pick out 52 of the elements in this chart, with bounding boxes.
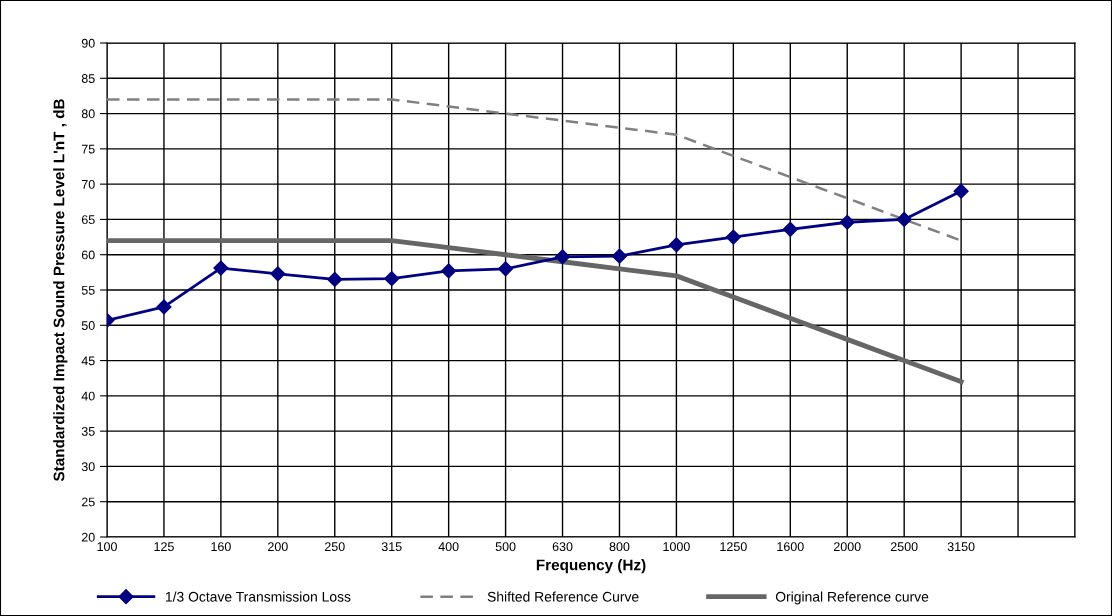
point [782, 221, 798, 237]
y-axis-title: Standardized Impact Sound Pressure Level L'nT , dB [53, 99, 68, 482]
y-tick-label: 90 [81, 38, 95, 48]
point [213, 260, 229, 276]
x-tick-label: 400 [438, 542, 459, 552]
x-tick-label: 2500 [890, 542, 918, 552]
point [611, 248, 628, 264]
y-tick-label: 55 [81, 285, 95, 295]
x-tick-label: 3150 [947, 542, 975, 552]
x-tick-label: 160 [211, 542, 231, 552]
x-tick-label: 200 [268, 542, 288, 552]
x-tick-label: 125 [154, 542, 174, 552]
point [839, 214, 855, 230]
y-tick-label: 70 [81, 179, 95, 189]
point [953, 183, 969, 199]
x-axis-title: Frequency (Hz) [536, 559, 646, 574]
y-tick-label: 50 [81, 321, 95, 330]
point [327, 271, 343, 287]
x-tick-label: 800 [609, 542, 630, 552]
legend-label: 1/3 Octave Transmission Loss [165, 591, 351, 602]
point [270, 266, 286, 282]
y-tick-label: 85 [81, 74, 95, 83]
x-tick-label: 1250 [720, 542, 747, 552]
x-tick-label: 250 [324, 542, 345, 552]
x-tick-label: 1000 [663, 542, 690, 552]
y-tick-label: 65 [81, 215, 95, 225]
y-tick-label: 25 [81, 497, 95, 507]
x-tick-label: 100 [97, 542, 117, 552]
point [498, 261, 514, 277]
y-tick-label: 35 [81, 426, 95, 436]
y-tick-label: 80 [81, 109, 95, 119]
y-tick-label: 60 [81, 250, 95, 260]
line-series [107, 238, 964, 385]
x-tick-label: 315 [381, 542, 402, 552]
point [554, 249, 571, 265]
x-tick-label: 500 [495, 542, 516, 552]
legend-label: Shifted Reference Curve [487, 591, 639, 602]
x-tick-label: 630 [552, 542, 573, 552]
y-tick-label: 30 [81, 462, 95, 472]
point [668, 237, 684, 253]
y-tick-label: 75 [81, 144, 95, 154]
point [896, 211, 912, 227]
x-tick-label: 2000 [833, 542, 861, 552]
y-tick-label: 20 [81, 532, 95, 542]
point [441, 263, 457, 279]
y-tick-label: 40 [81, 391, 95, 401]
point [725, 229, 741, 245]
x-tick-label: 1600 [777, 542, 804, 552]
point [384, 271, 400, 287]
legend-label: Original Reference curve [775, 591, 929, 605]
y-tick-label: 45 [81, 356, 95, 366]
point [156, 299, 172, 315]
